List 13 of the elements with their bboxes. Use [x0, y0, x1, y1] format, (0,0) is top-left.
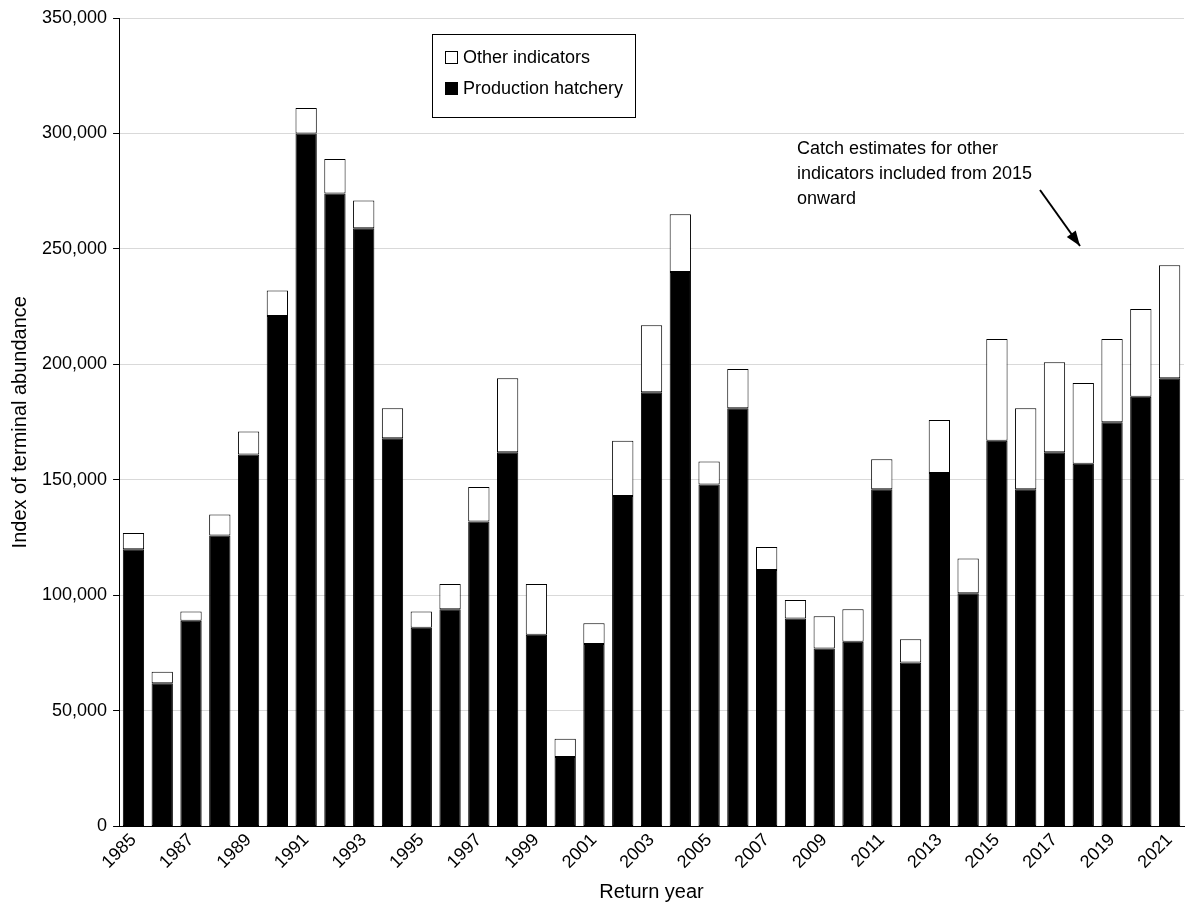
y-tick-label: 200,000: [41, 353, 108, 374]
y-tick-label: 100,000: [41, 584, 108, 605]
x-axis-title: Return year: [599, 879, 705, 902]
y-tick-label: 150,000: [41, 468, 108, 489]
annotation: Catch estimates for other indicators included from 2015 onward: [797, 138, 1033, 208]
legend-label: Production hatchery: [463, 78, 624, 99]
legend-label: Other indicators: [463, 47, 591, 68]
y-tick-label: 50,000: [52, 699, 108, 720]
y-tick-label: 300,000: [41, 122, 108, 143]
y-tick-label: 0: [97, 815, 108, 836]
y-tick-label: 350,000: [41, 6, 108, 27]
y-axis-title: Index of terminal abundance: [7, 296, 30, 549]
y-tick-label: 250,000: [41, 237, 108, 258]
